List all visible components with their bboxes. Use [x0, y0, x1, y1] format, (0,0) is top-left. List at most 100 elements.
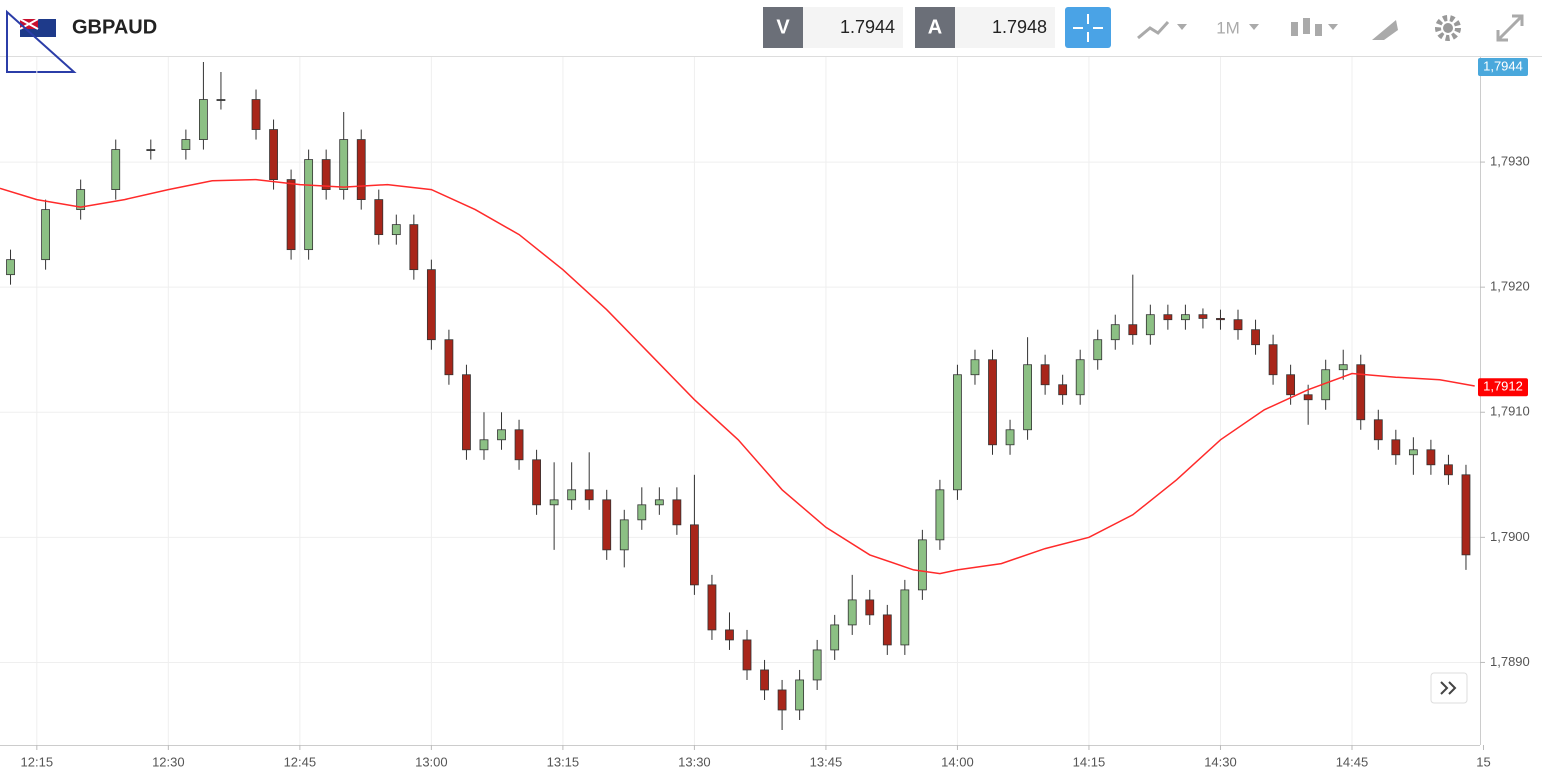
- scroll-icon: [1440, 681, 1457, 695]
- candle-body: [1286, 374, 1296, 396]
- x-tick-label: 14:00: [941, 754, 974, 769]
- bid-price: 1.7944: [840, 17, 895, 37]
- candle-body: [882, 614, 892, 646]
- candle-body: [1233, 319, 1243, 331]
- candle-body: [181, 139, 191, 150]
- x-tick-label: 14:15: [1073, 754, 1106, 769]
- candle-body: [1338, 364, 1348, 371]
- candle-body: [1093, 339, 1103, 361]
- candle-body: [690, 524, 699, 586]
- x-tick-label: 14:45: [1336, 754, 1369, 769]
- fullscreen-button[interactable]: [1496, 14, 1524, 42]
- candle-body: [672, 499, 682, 526]
- candle-body: [935, 489, 945, 541]
- candle-body: [777, 689, 787, 711]
- settings-button[interactable]: [1435, 15, 1461, 41]
- candle-body: [1110, 324, 1120, 341]
- x-tick-label: 12:15: [21, 754, 54, 769]
- chart-type-button[interactable]: [1291, 18, 1338, 36]
- candle-body: [374, 199, 384, 236]
- x-tick-label: 13:00: [415, 754, 448, 769]
- scroll-button[interactable]: [1430, 672, 1468, 704]
- candle-body: [146, 149, 156, 151]
- candle-body: [1075, 359, 1085, 396]
- candle-body: [269, 129, 278, 180]
- price-badge: [1478, 58, 1528, 76]
- candle-body: [1040, 364, 1050, 386]
- candle-body: [6, 259, 15, 276]
- x-tick-label: 15: [1476, 754, 1490, 769]
- indicator-button[interactable]: [1137, 20, 1187, 40]
- candle-body: [584, 489, 594, 501]
- candle-body: [619, 519, 629, 551]
- x-tick-label: 12:45: [284, 754, 317, 769]
- plot-area: 1,7890 1,7900 1,7910 1,7920 1,7930 12:15 12:30…: [0, 57, 1530, 769]
- y-tick-label: 1,7900: [1490, 529, 1530, 544]
- candle-body: [426, 269, 436, 341]
- candle-body: [76, 189, 86, 211]
- candle-body: [900, 589, 910, 646]
- candle-body: [654, 499, 664, 506]
- candle-body: [251, 99, 261, 130]
- y-tick-label: 1,7920: [1490, 279, 1530, 294]
- candle-body: [725, 629, 734, 641]
- candle-body: [1251, 329, 1260, 346]
- candle-body: [41, 209, 50, 261]
- candle-body: [321, 159, 331, 190]
- settings-hub: [1443, 23, 1453, 33]
- candle-body: [707, 584, 717, 631]
- candle-body: [1356, 364, 1366, 421]
- candle-body: [602, 499, 612, 551]
- crosshair-button[interactable]: [1065, 7, 1111, 48]
- candle-body: [795, 679, 805, 711]
- candle-body: [339, 139, 349, 190]
- candle-body: [1198, 314, 1208, 319]
- ask-label: A: [928, 16, 942, 38]
- timeframe-button[interactable]: 1M: [1216, 18, 1240, 37]
- candle-body: [462, 374, 471, 451]
- x-tick-label: 13:45: [810, 754, 843, 769]
- x-tick-label: 12:30: [152, 754, 185, 769]
- crosshair-icon: [1073, 14, 1103, 42]
- draw-button[interactable]: [1372, 20, 1398, 40]
- bid-button[interactable]: [763, 7, 803, 48]
- candle-body: [1444, 464, 1453, 476]
- y-tick-label: 1,7890: [1490, 654, 1530, 669]
- candle-body: [988, 359, 997, 446]
- price-badge: [1478, 378, 1528, 397]
- candle-body: [497, 429, 506, 441]
- candle-body: [479, 439, 489, 451]
- candle-body: [1145, 314, 1155, 336]
- candle-body: [1058, 384, 1068, 396]
- candle-body: [444, 339, 454, 376]
- y-tick-label: 1,7910: [1490, 404, 1530, 419]
- candle-body: [1163, 314, 1173, 321]
- candle-body: [1408, 449, 1418, 456]
- candle-body: [532, 459, 541, 506]
- candle-body: [567, 489, 577, 501]
- candle-body: [1303, 394, 1313, 401]
- candle-body: [760, 669, 769, 691]
- candle-body: [1181, 314, 1190, 321]
- candle-body: [970, 359, 980, 376]
- bid-label: V: [776, 16, 790, 38]
- price-badge-label: 1,7912: [1483, 379, 1523, 394]
- candle-body: [111, 149, 121, 190]
- x-tick-label: 13:15: [547, 754, 580, 769]
- candle-body: [356, 139, 366, 201]
- candle-body: [1216, 318, 1225, 321]
- x-tick-label: 14:30: [1204, 754, 1237, 769]
- candle-body: [637, 504, 647, 521]
- candle-body: [1023, 364, 1032, 431]
- candle-body: [1461, 474, 1471, 556]
- candle-body: [409, 224, 419, 271]
- bid-field: [803, 7, 903, 48]
- candle-body: [1005, 429, 1015, 446]
- candle-body: [514, 429, 524, 461]
- price-badge-label: 1,7944: [1483, 58, 1523, 73]
- candle-body: [1391, 439, 1401, 456]
- candle-body: [286, 179, 296, 251]
- ask-button[interactable]: [915, 7, 955, 48]
